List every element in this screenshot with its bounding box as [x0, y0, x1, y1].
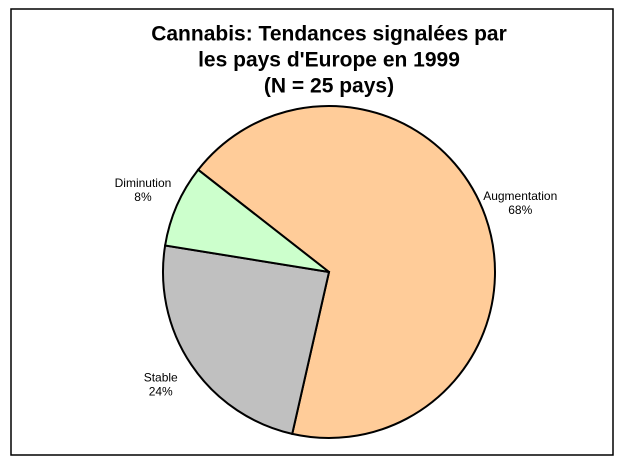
slice-value-label: 68%: [508, 203, 532, 217]
pie-slice: [162, 244, 331, 436]
chart-title: (N = 25 pays): [264, 75, 394, 98]
pie-slice: [163, 168, 330, 273]
slice-value-label: 8%: [134, 190, 152, 204]
slice-label: Diminution: [115, 176, 172, 190]
slice-value-label: 24%: [149, 385, 173, 399]
chart-title: Cannabis: Tendances signalées par: [151, 23, 507, 46]
pie-slice: [196, 105, 496, 439]
slice-label: Augmentation: [483, 189, 557, 203]
chart-title: les pays d'Europe en 1999: [198, 49, 460, 72]
slice-label: Stable: [144, 371, 178, 385]
